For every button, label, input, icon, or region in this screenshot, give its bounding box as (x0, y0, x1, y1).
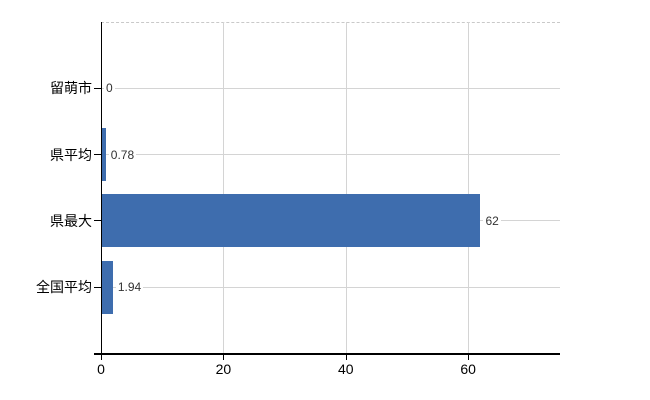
y-axis-tick (94, 154, 101, 156)
y-axis-line (101, 22, 102, 354)
grid-line-horizontal (101, 87, 560, 89)
y-axis-tick (94, 286, 101, 288)
category-label: 県平均 (50, 146, 92, 163)
x-axis-tick (468, 353, 470, 360)
bar (101, 260, 113, 314)
x-axis-tick (223, 353, 225, 360)
bar-value-label: 0 (104, 81, 115, 96)
grid-line-vertical (468, 22, 470, 354)
y-axis-tick (94, 220, 101, 222)
bar (101, 128, 106, 182)
bar (101, 194, 481, 248)
category-label: 県最大 (50, 212, 92, 229)
x-tick-label: 40 (338, 360, 354, 377)
category-label: 留萌市 (50, 80, 92, 97)
grid-line-horizontal (101, 286, 560, 288)
bar-value-label: 0.78 (108, 147, 137, 162)
grid-line-vertical (223, 22, 225, 354)
plot-top-border (101, 22, 560, 23)
x-tick-label: 60 (460, 360, 476, 377)
grid-line-vertical (345, 22, 347, 354)
x-axis-line (94, 353, 560, 355)
x-tick-label: 20 (215, 360, 232, 377)
category-label: 全国平均 (36, 279, 92, 296)
x-axis-tick (345, 353, 347, 360)
bar-value-label: 62 (483, 213, 501, 228)
x-tick-label: 0 (97, 360, 105, 377)
grid-line-horizontal (101, 154, 560, 156)
x-axis-tick (101, 353, 102, 360)
bar-value-label: 1.94 (115, 280, 144, 295)
y-axis-tick (94, 87, 101, 89)
